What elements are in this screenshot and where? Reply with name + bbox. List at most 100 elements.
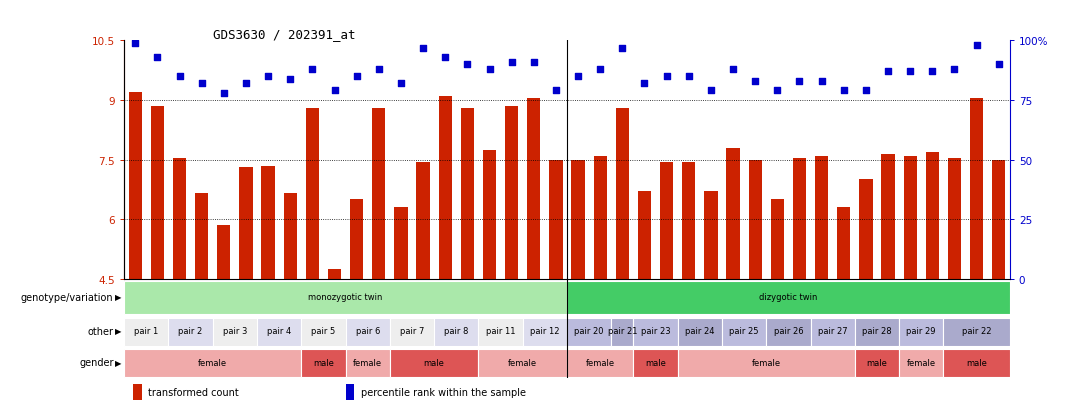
Bar (240, 168, 253, 279)
Point (725, 66, 742, 73)
Bar (748, 160, 761, 279)
Point (415, 45, 432, 52)
Bar (899, 349, 944, 377)
Point (613, 45, 631, 52)
Bar (346, 349, 390, 377)
Bar (124, 281, 567, 314)
Bar (727, 148, 740, 279)
Text: female: female (907, 358, 935, 367)
Text: pair 26: pair 26 (773, 327, 804, 336)
Point (592, 66, 609, 73)
Text: percentile rank within the sample: percentile rank within the sample (361, 387, 526, 397)
Bar (195, 194, 208, 279)
Bar (567, 349, 633, 377)
Text: female: female (353, 358, 382, 367)
Text: pair 24: pair 24 (685, 327, 715, 336)
Point (436, 55, 454, 61)
Bar (483, 150, 496, 279)
Text: ▶: ▶ (116, 327, 122, 336)
Text: pair 8: pair 8 (444, 327, 469, 336)
Bar (944, 318, 1010, 346)
Point (548, 88, 565, 95)
Text: female: female (752, 358, 781, 367)
Point (835, 88, 852, 95)
Point (569, 74, 586, 80)
Bar (837, 208, 850, 279)
Bar (173, 158, 186, 279)
Text: ▶: ▶ (116, 358, 122, 367)
Bar (461, 109, 474, 279)
Text: pair 21: pair 21 (608, 327, 637, 336)
Text: pair 7: pair 7 (400, 327, 424, 336)
Text: female: female (199, 358, 227, 367)
Bar (815, 156, 828, 279)
Bar (904, 156, 917, 279)
Text: male: male (423, 358, 445, 367)
Point (525, 59, 542, 66)
Bar (550, 160, 563, 279)
Bar (926, 152, 939, 279)
Bar (301, 349, 346, 377)
Text: male: male (866, 358, 888, 367)
Point (370, 66, 388, 73)
Point (813, 78, 831, 85)
Bar (860, 180, 873, 279)
Text: monozygotic twin: monozygotic twin (309, 292, 382, 301)
Text: female: female (585, 358, 615, 367)
Text: transformed count: transformed count (148, 387, 239, 397)
Point (326, 88, 343, 95)
Text: pair 1: pair 1 (134, 327, 159, 336)
Point (303, 66, 321, 73)
Text: genotype/variation: genotype/variation (21, 292, 113, 302)
Bar (505, 107, 518, 279)
Text: female: female (509, 358, 537, 367)
Bar (478, 349, 567, 377)
Point (923, 69, 941, 76)
Text: gender: gender (79, 357, 113, 367)
Text: pair 20: pair 20 (575, 327, 604, 336)
Bar (771, 200, 784, 279)
Point (149, 55, 166, 61)
Bar (306, 109, 319, 279)
Bar (899, 318, 944, 346)
Bar (129, 93, 141, 279)
Bar (124, 318, 168, 346)
Bar (217, 225, 230, 279)
Text: pair 22: pair 22 (962, 327, 991, 336)
Point (238, 81, 255, 88)
Point (769, 88, 786, 95)
Text: ▶: ▶ (116, 292, 122, 301)
Text: pair 28: pair 28 (862, 327, 892, 336)
Text: pair 2: pair 2 (178, 327, 203, 336)
Point (968, 43, 985, 50)
Bar (611, 318, 633, 346)
Point (990, 62, 1008, 69)
Point (171, 74, 188, 80)
Text: GDS3630 / 202391_at: GDS3630 / 202391_at (213, 28, 355, 41)
Bar (634, 349, 678, 377)
Bar (373, 109, 386, 279)
Bar (151, 107, 164, 279)
Bar (523, 318, 567, 346)
Text: pair 25: pair 25 (729, 327, 759, 336)
Bar (594, 156, 607, 279)
Bar (881, 154, 894, 279)
Point (481, 66, 498, 73)
Point (879, 69, 896, 76)
Bar (438, 97, 451, 279)
Bar (394, 208, 407, 279)
Text: pair 27: pair 27 (818, 327, 848, 336)
Point (858, 88, 875, 95)
Bar (810, 318, 855, 346)
Bar (133, 384, 141, 400)
Point (392, 81, 409, 88)
Point (259, 74, 276, 80)
Point (658, 74, 675, 80)
Bar (213, 318, 257, 346)
Bar (855, 349, 899, 377)
Bar (478, 318, 523, 346)
Point (702, 88, 719, 95)
Text: male: male (645, 358, 666, 367)
Bar (390, 349, 478, 377)
Bar (660, 162, 673, 279)
